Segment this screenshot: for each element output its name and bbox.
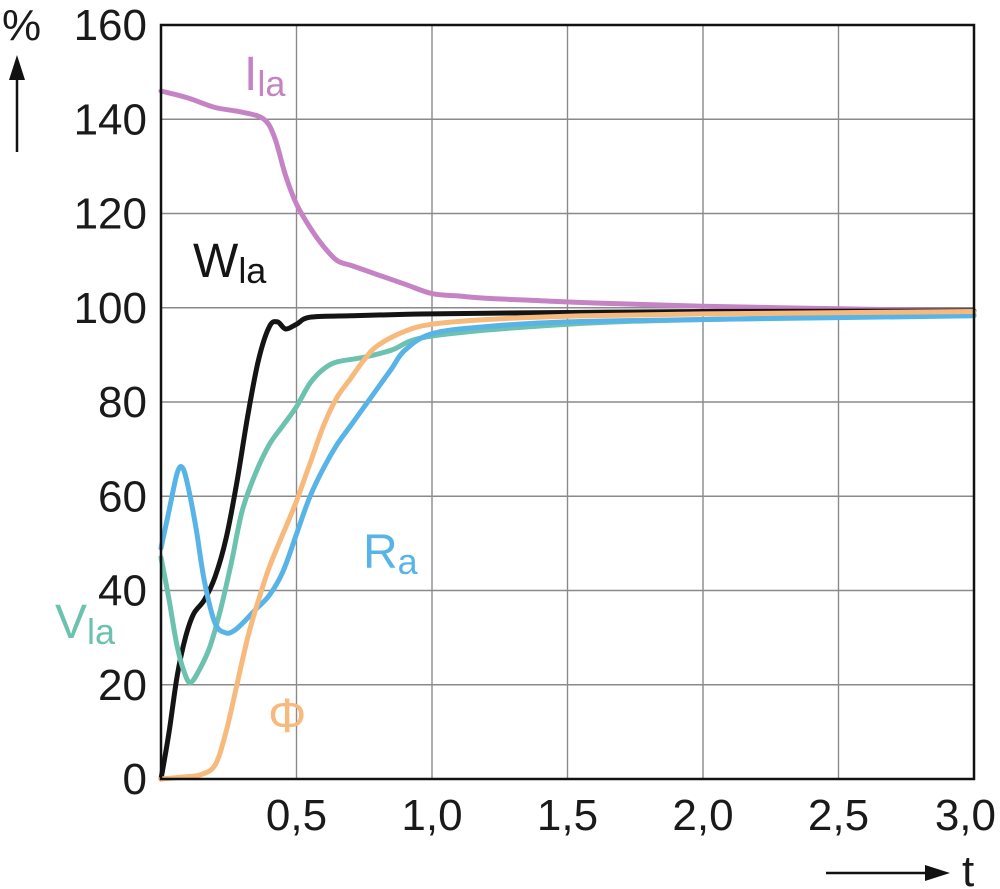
series-line-r-a (158, 313, 977, 636)
x-tick-label: 3,0 (935, 791, 996, 840)
x-axis-label: t (962, 847, 974, 889)
x-tick-label: 2,5 (808, 791, 869, 840)
y-tick-label: 140 (74, 95, 147, 144)
x-tick-label: 1,0 (401, 791, 462, 840)
x-tick-label: 2,0 (672, 791, 733, 840)
series-line-i-la (158, 88, 977, 314)
y-axis: 0 20 40 60 80 100 120 140 160 (74, 1, 147, 804)
series-label-v-la: Vla (55, 596, 116, 652)
series-label-i-la: Ila (244, 48, 286, 104)
plot-frame (159, 23, 976, 781)
y-tick-label: 20 (98, 661, 147, 710)
series-label-r-a: Ra (363, 526, 419, 582)
y-tick-label: 0 (123, 755, 147, 804)
x-tick-label: 0,5 (266, 791, 327, 840)
series-line-w-la (158, 308, 977, 782)
y-tick-label: 40 (98, 567, 147, 616)
y-axis-label: % (2, 1, 41, 50)
x-axis: 0,5 1,0 1,5 2,0 2,5 3,0 (266, 791, 996, 840)
series-line-phi (158, 309, 977, 782)
plot-area (158, 88, 977, 782)
y-tick-label: 60 (98, 472, 147, 521)
y-tick-label: 160 (74, 1, 147, 50)
y-axis-arrow-icon (9, 55, 25, 152)
y-tick-label: 120 (74, 190, 147, 239)
series-label-w-la: Wla (193, 235, 267, 291)
y-tick-label: 80 (98, 378, 147, 427)
y-tick-label: 100 (74, 284, 147, 333)
grid (161, 24, 975, 780)
series-label-phi: Φ (268, 690, 306, 743)
x-axis-arrow-icon (826, 865, 950, 881)
x-tick-label: 1,5 (537, 791, 598, 840)
series-line-v-la (158, 312, 977, 686)
